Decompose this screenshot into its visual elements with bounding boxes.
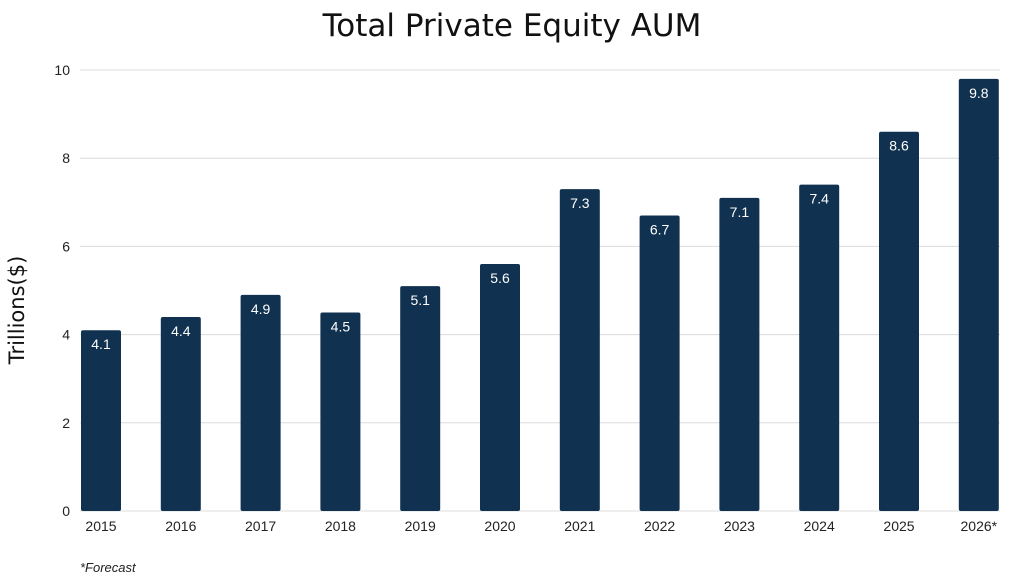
bar (480, 264, 520, 511)
y-axis-label: Trillions($) (5, 256, 29, 366)
y-tick-label: 0 (62, 503, 70, 519)
x-tick-label: 2019 (405, 518, 436, 534)
data-label: 5.1 (410, 292, 430, 308)
chart-title: Total Private Equity AUM (322, 8, 702, 44)
forecast-footnote: *Forecast (80, 560, 137, 575)
y-tick-label: 2 (62, 415, 70, 431)
data-label: 4.9 (251, 301, 271, 317)
data-label: 6.7 (650, 222, 670, 238)
bar (240, 294, 281, 511)
bar (559, 189, 600, 511)
bars: 4.1 4.4 4.9 4.5 5.1 5.6 7.3 6.7 7.1 7.4 8.6 9.8 (81, 78, 999, 512)
y-tick-label: 6 (62, 238, 70, 254)
gridlines (80, 69, 1000, 512)
x-tick-label: 2017 (245, 518, 276, 534)
data-label: 7.4 (809, 191, 829, 207)
data-label: 7.1 (730, 204, 750, 220)
data-label: 5.6 (490, 270, 510, 286)
bar (958, 78, 999, 511)
y-tick-label: 8 (62, 150, 70, 166)
bar (320, 312, 361, 511)
x-tick-label: 2015 (85, 518, 116, 534)
data-label: 4.4 (171, 323, 191, 339)
y-tick-label: 10 (54, 62, 70, 78)
y-tick-label: 4 (62, 327, 70, 343)
x-tick-label: 2021 (564, 518, 595, 534)
x-tick-label: 2016 (165, 518, 196, 534)
x-tick-labels: 2015 2016 2017 2018 2019 2020 2021 2022 2023 2024… (85, 518, 997, 534)
y-tick-labels: 0 2 4 6 8 10 (54, 62, 70, 519)
bar (160, 316, 201, 511)
bar (719, 197, 760, 511)
x-tick-label: 2024 (804, 518, 835, 534)
x-tick-label: 2022 (644, 518, 675, 534)
data-label: 4.5 (331, 319, 351, 335)
bar (400, 286, 441, 511)
x-tick-label: 2026* (961, 518, 998, 534)
bar (639, 215, 680, 511)
data-label: 9.8 (969, 85, 989, 101)
x-tick-label: 2025 (883, 518, 914, 534)
x-tick-label: 2020 (484, 518, 515, 534)
data-label: 4.1 (91, 336, 111, 352)
x-tick-label: 2018 (325, 518, 356, 534)
data-label: 8.6 (889, 138, 909, 154)
bar (879, 131, 919, 512)
data-label: 7.3 (570, 195, 590, 211)
bar (81, 330, 121, 511)
x-tick-label: 2023 (724, 518, 755, 534)
bar (799, 184, 840, 511)
